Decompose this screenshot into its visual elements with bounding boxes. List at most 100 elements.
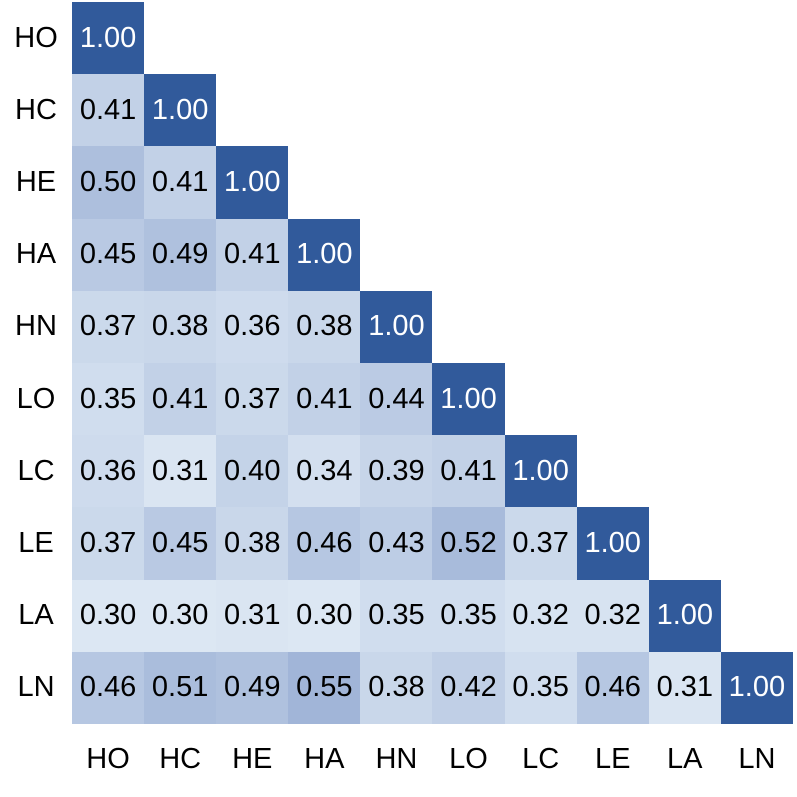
empty-cell <box>360 219 432 291</box>
matrix-cell: 0.41 <box>288 362 361 436</box>
matrix-cell: 0.38 <box>360 651 433 724</box>
matrix-cell: 0.30 <box>72 579 145 652</box>
empty-cell <box>144 2 216 74</box>
empty-cell <box>721 435 793 507</box>
matrix-cell: 1.00 <box>72 2 145 75</box>
matrix-cell: 0.44 <box>360 362 433 436</box>
matrix-cell: 0.38 <box>288 290 361 363</box>
matrix-cell: 1.00 <box>720 651 793 724</box>
matrix-cell: 0.51 <box>144 651 217 724</box>
matrix-cell: 0.46 <box>288 507 361 580</box>
matrix-cell: 0.42 <box>432 651 505 724</box>
column-label-la: LA <box>667 743 703 776</box>
matrix-cell: 1.00 <box>144 74 217 147</box>
matrix-cell: 0.50 <box>72 146 145 219</box>
matrix-cell: 0.30 <box>144 579 217 652</box>
matrix-cell: 0.35 <box>432 579 505 652</box>
column-label-he: HE <box>232 743 273 776</box>
empty-cell <box>577 291 649 363</box>
matrix-cell: 0.55 <box>288 651 361 724</box>
matrix-cell: 0.49 <box>144 218 217 291</box>
column-label-ho: HO <box>86 743 130 776</box>
empty-cell <box>577 363 649 435</box>
matrix-cell: 0.35 <box>504 651 577 724</box>
empty-cell <box>360 146 432 218</box>
matrix-cell: 1.00 <box>504 435 577 508</box>
row-label-ln: LN <box>17 671 55 704</box>
matrix-cell: 0.37 <box>504 507 577 580</box>
matrix-cell: 0.45 <box>72 218 145 291</box>
matrix-cell: 0.41 <box>72 74 145 147</box>
matrix-cell: 0.35 <box>72 362 145 436</box>
matrix-cell: 0.46 <box>72 651 145 724</box>
empty-cell <box>721 2 793 74</box>
row-label-ha: HA <box>15 238 57 271</box>
row-label-lc: LC <box>17 454 55 487</box>
matrix-cell: 0.30 <box>288 579 361 652</box>
empty-cell <box>577 435 649 507</box>
empty-cell <box>288 146 360 218</box>
row-label-hc: HC <box>15 93 57 126</box>
empty-cell <box>721 363 793 435</box>
row-label-lo: LO <box>16 382 56 415</box>
empty-cell <box>577 2 649 74</box>
empty-cell <box>505 2 577 74</box>
row-label-la: LA <box>18 599 54 632</box>
matrix-cell: 0.37 <box>72 290 145 363</box>
matrix-cell: 0.32 <box>576 579 649 652</box>
matrix-cell: 0.43 <box>360 507 433 580</box>
empty-cell <box>649 363 721 435</box>
matrix-cell: 0.41 <box>216 218 289 291</box>
matrix-cell: 0.36 <box>216 290 289 363</box>
empty-cell <box>577 74 649 146</box>
matrix-cell: 0.45 <box>144 507 217 580</box>
empty-cell <box>721 146 793 218</box>
empty-cell <box>721 291 793 363</box>
empty-cell <box>360 74 432 146</box>
matrix-cell: 0.35 <box>360 579 433 652</box>
empty-cell <box>721 580 793 652</box>
empty-cell <box>505 363 577 435</box>
column-label-hc: HC <box>159 743 202 776</box>
column-label-hn: HN <box>375 743 418 776</box>
matrix-cell: 0.37 <box>72 507 145 580</box>
column-label-ha: HA <box>304 743 345 776</box>
empty-cell <box>721 507 793 579</box>
matrix-cell: 1.00 <box>360 290 433 363</box>
empty-cell <box>432 74 504 146</box>
matrix-cell: 0.36 <box>72 435 145 508</box>
empty-cell <box>721 74 793 146</box>
empty-cell <box>649 435 721 507</box>
row-label-hn: HN <box>15 310 57 343</box>
empty-cell <box>505 74 577 146</box>
empty-cell <box>432 146 504 218</box>
empty-cell <box>216 74 288 146</box>
row-label-le: LE <box>18 526 54 559</box>
empty-cell <box>649 507 721 579</box>
matrix-cell: 0.40 <box>216 435 289 508</box>
matrix-cell: 1.00 <box>288 218 361 291</box>
empty-cell <box>288 2 360 74</box>
empty-cell <box>360 2 432 74</box>
matrix-cell: 1.00 <box>648 579 721 652</box>
matrix-cell: 0.34 <box>288 435 361 508</box>
matrix-cell: 0.38 <box>144 290 217 363</box>
matrix-cell: 1.00 <box>432 362 505 436</box>
empty-cell <box>721 219 793 291</box>
empty-cell <box>649 2 721 74</box>
row-label-he: HE <box>15 165 57 198</box>
matrix-cell: 0.41 <box>432 435 505 508</box>
empty-cell <box>432 291 504 363</box>
matrix-cell: 0.41 <box>144 146 217 219</box>
empty-cell <box>649 291 721 363</box>
empty-cell <box>649 146 721 218</box>
column-label-lc: LC <box>522 743 560 776</box>
empty-cell <box>505 291 577 363</box>
matrix-cell: 0.31 <box>648 651 721 724</box>
matrix-cell: 0.49 <box>216 651 289 724</box>
empty-cell <box>505 219 577 291</box>
empty-cell <box>288 74 360 146</box>
empty-cell <box>505 146 577 218</box>
